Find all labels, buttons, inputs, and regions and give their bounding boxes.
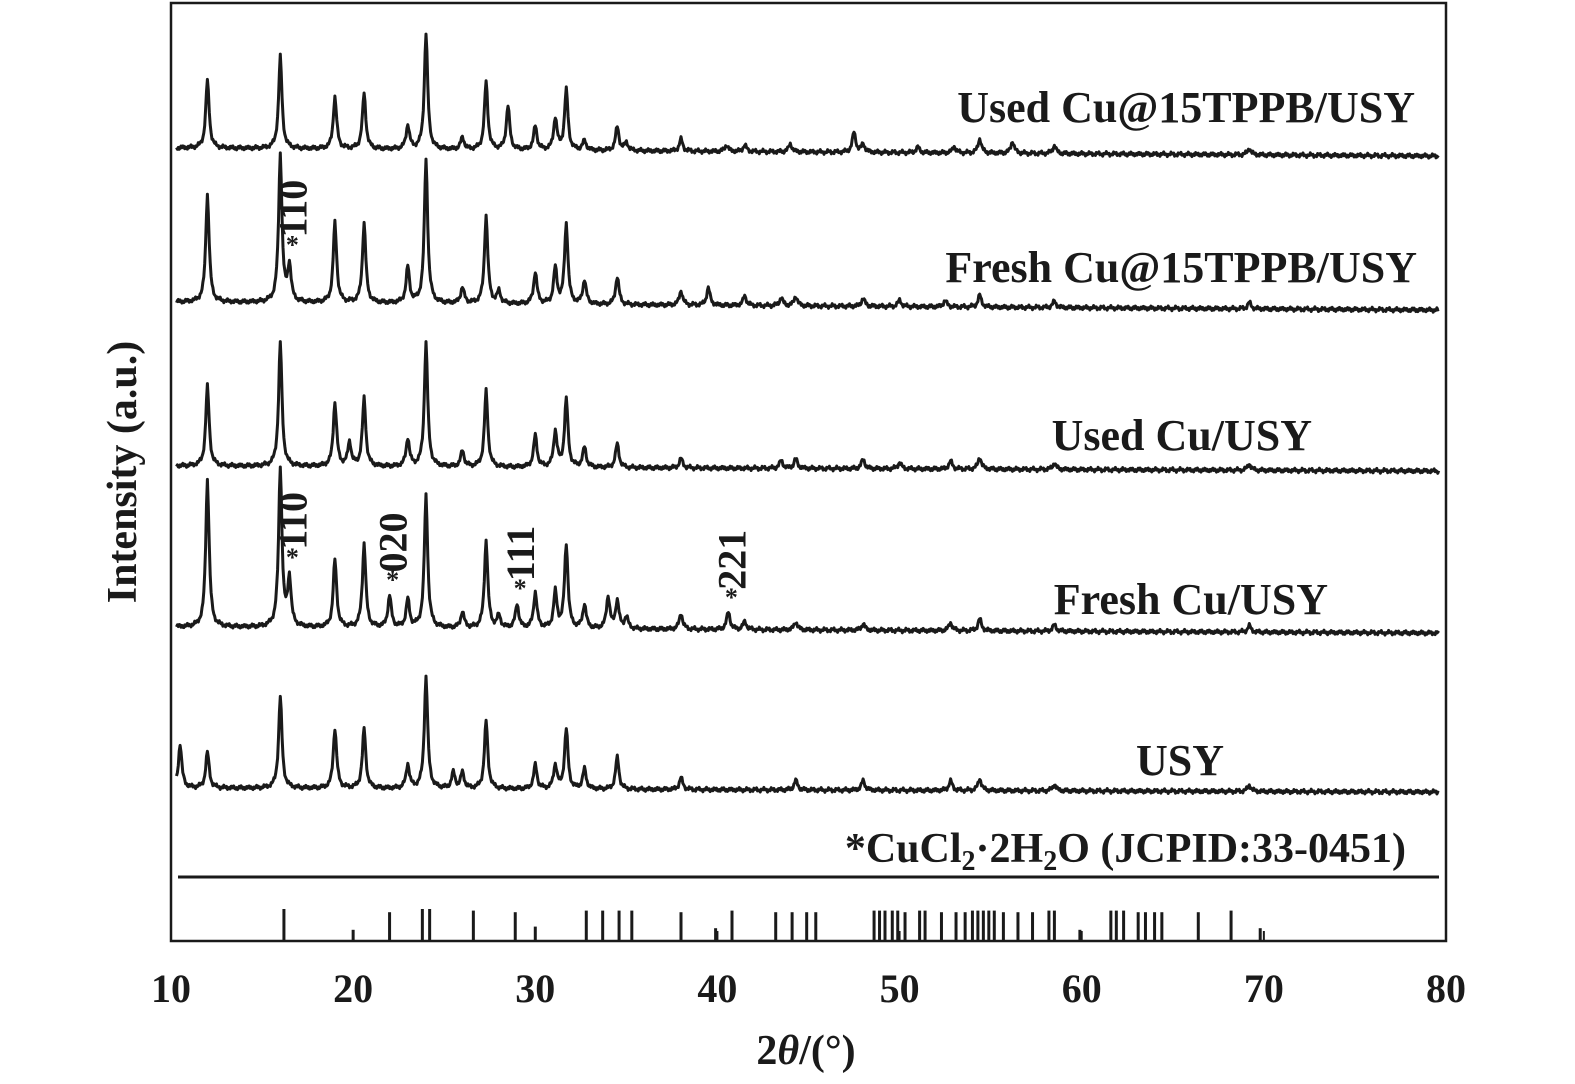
peak-label-110: 110 [270, 180, 315, 238]
x-tick-label: 80 [1426, 966, 1466, 1011]
peak-label-111: 111 [498, 526, 543, 582]
series-label-fresh-cu-usy: Fresh Cu/USY [1054, 575, 1328, 624]
series-label-fresh-cu15tppb-usy: Fresh Cu@15TPPB/USY [945, 243, 1417, 292]
peak-label-020: 020 [371, 513, 416, 573]
trace-fresh-cu-usy [175, 465, 1440, 637]
x-tick-label: 20 [333, 966, 373, 1011]
series-traces [175, 32, 1441, 796]
x-tick-label: 60 [1062, 966, 1102, 1011]
reference-pattern-label: *CuCl2·2H2O (JCPID:33-0451) [845, 826, 1406, 877]
x-tick-label: 10 [151, 966, 191, 1011]
trace-used-cu-usy [175, 340, 1441, 475]
peak-label-221: 221 [709, 530, 754, 590]
y-axis-label: Intensity (a.u.) [100, 341, 146, 604]
peak-annotations: *110*110*020*111*221 [270, 180, 754, 612]
x-tick-label: 40 [697, 966, 737, 1011]
peak-marker-asterisk: * [386, 565, 399, 594]
trace-used-cu15tppb-usy [175, 32, 1440, 160]
x-axis-ticks: 10 20 30 40 50 60 70 80 [151, 931, 1466, 1011]
peak-marker-asterisk: * [725, 583, 738, 612]
trace-usy [175, 674, 1440, 796]
x-tick-label: 70 [1244, 966, 1284, 1011]
trace-fresh-cu15tppb-usy [175, 151, 1440, 314]
series-label-used-cu-usy: Used Cu/USY [1052, 411, 1312, 460]
peak-marker-asterisk: * [286, 231, 299, 260]
peak-label-110: 110 [270, 492, 315, 550]
x-tick-label: 50 [880, 966, 920, 1011]
reference-sticks [282, 909, 1262, 941]
peak-marker-asterisk: * [286, 543, 299, 572]
x-tick-label: 30 [515, 966, 555, 1011]
plot-frame [169, 1, 1448, 943]
peak-marker-asterisk: * [514, 574, 527, 603]
x-axis-label: 2θ/(°) [756, 1028, 855, 1074]
series-label-used-cu15tppb-usy: Used Cu@15TPPB/USY [957, 83, 1415, 132]
series-label-usy: USY [1136, 736, 1224, 785]
